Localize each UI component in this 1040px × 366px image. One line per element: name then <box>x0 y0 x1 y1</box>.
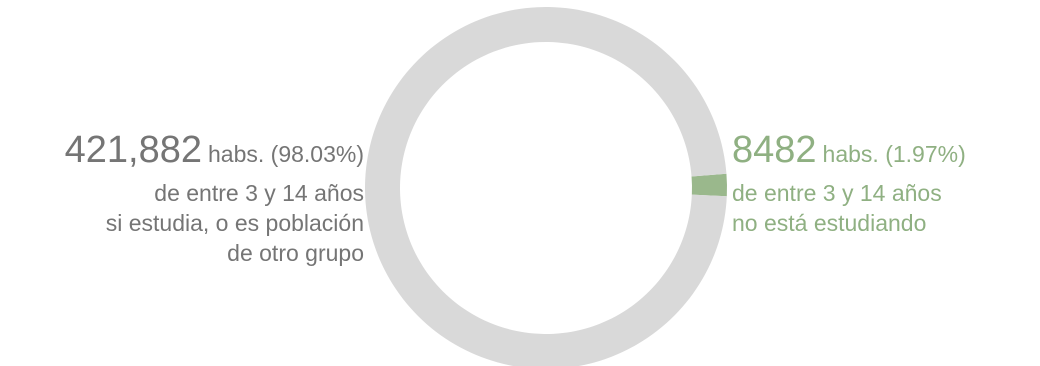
right-slice-label: 8482 habs. (1.97%) de entre 3 y 14 años n… <box>732 130 966 238</box>
left-value-unit: habs. (98.03%) <box>208 141 364 167</box>
right-headline: 8482 habs. (1.97%) <box>732 130 966 178</box>
left-value-number: 421,882 <box>64 129 203 171</box>
donut-slice-studying-or-other <box>365 7 727 366</box>
right-description-line-2: no está estudiando <box>732 210 927 236</box>
donut-slice-not-studying <box>691 173 727 197</box>
right-value-number: 8482 <box>732 129 817 171</box>
left-description-line-1: de entre 3 y 14 años <box>154 180 364 206</box>
left-description-line-2: si estudia, o es población <box>105 210 364 236</box>
right-description-line-1: de entre 3 y 14 años <box>732 180 942 206</box>
left-slice-label: 421,882 habs. (98.03%) de entre 3 y 14 añ… <box>65 130 364 268</box>
left-headline: 421,882 habs. (98.03%) <box>65 130 364 178</box>
right-value-unit: habs. (1.97%) <box>822 141 966 167</box>
left-description-line-3: de otro grupo <box>227 240 364 266</box>
